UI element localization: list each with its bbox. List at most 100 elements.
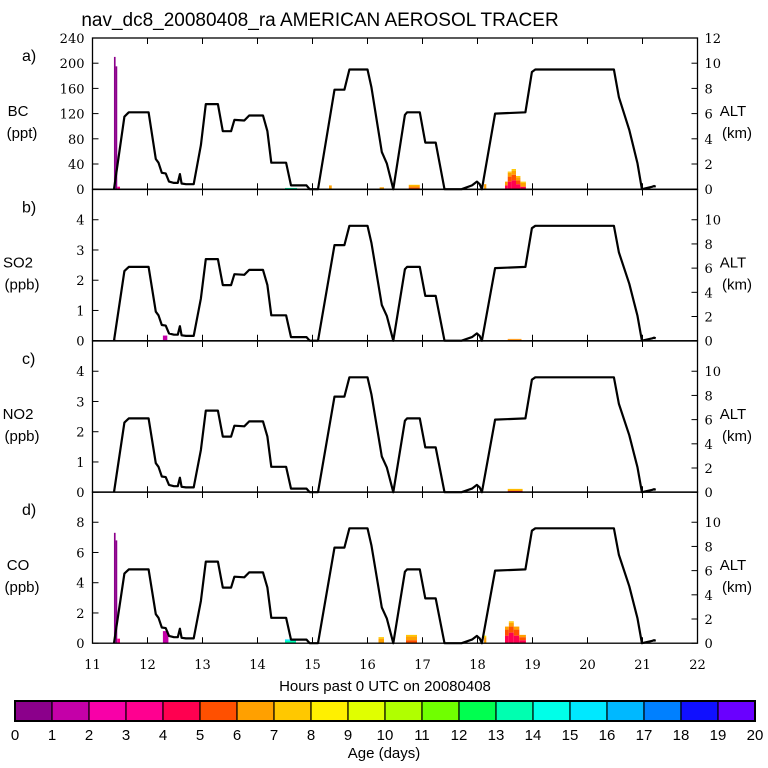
alt-label: ALT xyxy=(720,406,746,423)
y-tick-label: 0 xyxy=(76,637,84,652)
species-unit: (ppb) xyxy=(4,428,39,445)
tracer-bar-age-6 xyxy=(520,182,526,187)
alt-tick-label: 2 xyxy=(705,462,713,477)
tracer-bar-age-3 xyxy=(117,638,120,644)
tracer-bar-age-6 xyxy=(329,185,332,190)
species-unit: (ppb) xyxy=(4,277,39,294)
colorbar-cell-4 xyxy=(162,700,201,722)
x-tick-label: 17 xyxy=(414,658,431,673)
panel-tag: a) xyxy=(22,48,36,65)
tracer-bar-age-13 xyxy=(285,640,296,644)
panel-tag: c) xyxy=(22,351,35,368)
colorbar-tick-label: 3 xyxy=(122,727,130,744)
alt-label: ALT xyxy=(720,557,746,574)
panel-tag: d) xyxy=(22,502,36,519)
colorbar-tick-label: 0 xyxy=(11,727,19,744)
alt-tick-label: 2 xyxy=(705,613,713,628)
panel-frame xyxy=(91,188,699,342)
tracer-bar-age-6 xyxy=(507,489,523,491)
colorbar-cell-1 xyxy=(51,700,90,722)
tracer-bar-age-6 xyxy=(513,626,520,630)
colorbar-cell-13 xyxy=(495,700,534,722)
alt-unit: (km) xyxy=(722,277,752,294)
tracer-bar-age-6 xyxy=(516,177,521,181)
y-tick-label: 0 xyxy=(76,335,84,350)
panel-so2: 0 1 2 3 4 0 2 4 6 8 10 b) SO2 (ppb) ALT (km) xyxy=(3,188,752,350)
tracer-bar-age-5 xyxy=(508,626,514,633)
x-tick-label: 13 xyxy=(194,658,211,673)
tracer-bar-age-6 xyxy=(379,187,384,190)
alt-tick-label: 10 xyxy=(705,516,722,531)
colorbar-cell-0 xyxy=(14,700,53,722)
alt-tick-label: 4 xyxy=(705,438,713,453)
panel-frame xyxy=(91,491,699,644)
colorbar-tick-label: 4 xyxy=(159,727,167,744)
y-tick-label: 1 xyxy=(76,456,84,471)
alt-tick-label: 8 xyxy=(705,540,713,555)
x-tick-label: 14 xyxy=(249,658,266,673)
colorbar-tick-label: 14 xyxy=(525,727,542,744)
altitude-line xyxy=(112,376,657,494)
tracer-bar-age-6 xyxy=(378,638,384,644)
colorbar-tick-label: 12 xyxy=(451,727,468,744)
colorbar-cell-6 xyxy=(236,700,275,722)
colorbar-cell-18 xyxy=(680,700,719,722)
tracer-bar-age-4 xyxy=(519,640,526,644)
panel-frame xyxy=(91,37,699,190)
altitude-line xyxy=(112,527,657,645)
tracer-bar-age-7 xyxy=(516,175,521,178)
alt-unit: (km) xyxy=(722,125,752,142)
y-tick-label: 2 xyxy=(76,426,84,441)
alt-tick-label: 10 xyxy=(705,57,722,72)
x-tick-label: 22 xyxy=(689,658,706,673)
alt-tick-label: 8 xyxy=(705,82,713,97)
x-tick-label: 11 xyxy=(84,658,101,673)
alt-tick-label: 8 xyxy=(705,238,713,253)
alt-tick-label: 4 xyxy=(705,133,713,148)
y-tick-label: 2 xyxy=(76,607,84,622)
y-tick-label: 200 xyxy=(60,57,85,72)
tracer-bar-age-1 xyxy=(162,631,169,644)
species-unit: (ppt) xyxy=(7,125,38,142)
panel-bc: 0 40 80 120 160 200 240 0 2 4 6 8 10 12 a) BC (ppt) ALT (k… xyxy=(7,32,752,198)
panel-no2: 0 1 2 3 4 0 2 4 6 8 10 c) NO2 (ppb) ALT (km) xyxy=(3,340,752,501)
tracer-bar-age-7 xyxy=(507,171,512,173)
species-label: NO2 xyxy=(3,406,34,423)
colorbar-cell-12 xyxy=(458,700,497,722)
alt-tick-label: 2 xyxy=(705,158,713,173)
tracer-bar-age-6 xyxy=(519,634,526,638)
y-tick-label: 120 xyxy=(60,108,85,123)
y-tick-label: 240 xyxy=(60,32,85,47)
tracer-bar-age-8 xyxy=(484,635,487,638)
y-tick-label: 3 xyxy=(76,395,84,410)
tracer-bar-age-7 xyxy=(520,181,526,183)
x-tick-label: 21 xyxy=(634,658,651,673)
alt-tick-label: 0 xyxy=(705,637,713,652)
tracer-bar-age-4 xyxy=(505,185,508,190)
y-tick-label: 8 xyxy=(76,516,84,531)
alt-tick-label: 4 xyxy=(705,286,713,301)
tracer-bar-age-5 xyxy=(519,637,526,641)
alt-unit: (km) xyxy=(722,579,752,596)
y-tick-label: 0 xyxy=(76,486,84,501)
colorbar-frame xyxy=(14,700,756,722)
tracer-bar-age-6 xyxy=(505,626,509,630)
colorbar-cell-3 xyxy=(125,700,164,722)
x-tick-label: 19 xyxy=(524,658,541,673)
x-tick-label: 15 xyxy=(304,658,321,673)
colorbar-tick-label: 9 xyxy=(344,727,352,744)
tracer-bar-age-0 xyxy=(115,540,118,644)
altitude-line xyxy=(112,224,657,342)
tracer-bar-age-6 xyxy=(484,184,487,190)
tracer-bar-age-4 xyxy=(508,632,514,644)
tracer-bar-age-6 xyxy=(508,622,514,627)
tracer-bar-age-0 xyxy=(113,56,116,190)
colorbar-label: Age (days) xyxy=(348,745,421,762)
colorbar-tick-label: 13 xyxy=(488,727,505,744)
colorbar-cell-16 xyxy=(606,700,645,722)
alt-tick-label: 6 xyxy=(705,108,713,123)
y-tick-label: 80 xyxy=(68,133,85,148)
tracer-bar-age-6 xyxy=(507,172,512,177)
tracer-bar-age-0 xyxy=(113,532,116,644)
